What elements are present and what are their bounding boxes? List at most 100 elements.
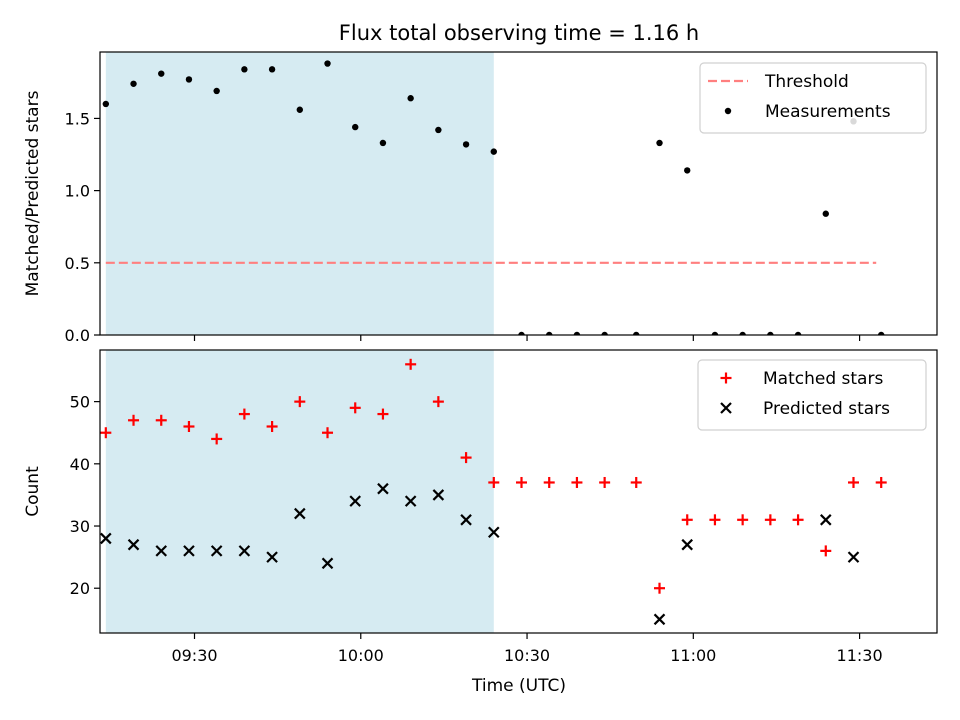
matched-star-point — [294, 396, 306, 408]
predicted-star-point — [847, 551, 860, 563]
measurement-point — [633, 331, 640, 335]
measurement-point — [296, 106, 304, 113]
measurement-point — [352, 123, 359, 131]
matched-star-point — [599, 476, 611, 488]
measurement-point — [130, 80, 137, 87]
y-tick-label: 20 — [70, 579, 90, 598]
matched-star-point — [183, 421, 195, 433]
measurement-point — [546, 331, 553, 335]
measurement-point — [462, 141, 470, 148]
matched-star-point — [737, 514, 749, 526]
measurement-point — [822, 210, 829, 217]
legend-label: Predicted stars — [763, 399, 890, 419]
matched-star-point — [681, 514, 693, 526]
predicted-star-point — [155, 545, 168, 557]
matched-star-point — [847, 476, 859, 488]
predicted-star-point — [321, 557, 334, 570]
measurement-point — [435, 126, 442, 134]
matched-star-point — [654, 582, 666, 594]
predicted-star-point — [349, 495, 362, 507]
matched-star-point — [155, 414, 167, 426]
legend-label: Measurements — [765, 102, 891, 122]
matched-star-point — [630, 476, 642, 488]
measurement-point — [767, 331, 774, 335]
predicted-star-point — [404, 495, 417, 507]
axes-frame — [99, 349, 938, 634]
predicted-star-point — [820, 514, 832, 526]
matched-star-point — [543, 476, 555, 488]
y-tick-label: 30 — [70, 517, 90, 536]
measurement-point — [241, 66, 248, 73]
plot-area — [100, 358, 887, 626]
matched-star-point — [100, 427, 112, 439]
predicted-star-point — [681, 538, 693, 551]
predicted-star-point — [460, 514, 472, 526]
predicted-star-point — [377, 482, 389, 495]
measurement-point — [490, 148, 497, 155]
matched-star-point — [764, 514, 776, 526]
matched-star-point — [571, 476, 583, 488]
legend-measurement-swatch — [724, 107, 732, 115]
measurement-point — [518, 331, 525, 335]
predicted-star-point — [488, 526, 500, 539]
measurement-point — [102, 100, 110, 108]
matched-star-point — [128, 414, 140, 426]
chart-title: Flux total observing time = 1.16 h — [339, 21, 699, 45]
matched-star-point — [709, 514, 721, 526]
measurement-point — [878, 331, 885, 335]
legend: Threshold Measurements — [699, 62, 927, 134]
legend-matched-swatch — [720, 372, 732, 384]
measurement-point — [324, 60, 331, 67]
axes-frame — [99, 51, 938, 336]
x-tick-label: 10:00 — [338, 646, 384, 665]
measurement-point — [573, 331, 581, 335]
x-tick-label: 11:30 — [837, 646, 883, 665]
y-tick-label: 1.5 — [65, 109, 90, 128]
measurement-point — [407, 95, 414, 102]
predicted-star-point — [432, 489, 445, 501]
matched-star-point — [322, 427, 334, 439]
measurement-point — [268, 66, 276, 73]
matched-star-point — [460, 452, 472, 464]
measurement-point — [739, 331, 746, 335]
matched-star-point — [211, 433, 223, 445]
x-tick-label: 10:30 — [504, 646, 550, 665]
measurement-point — [185, 76, 193, 83]
matched-star-point — [488, 476, 500, 488]
matched-star-point — [349, 402, 361, 414]
measurement-point — [794, 331, 802, 335]
legend-box — [699, 62, 927, 134]
matched-star-point — [516, 476, 528, 488]
measurement-point — [656, 139, 663, 147]
y-tick-label: 0.0 — [65, 326, 90, 345]
predicted-star-point — [238, 545, 251, 557]
matched-star-point — [820, 545, 832, 557]
observing-window-span — [105, 52, 494, 335]
y-tick-label: 50 — [70, 393, 90, 412]
y-axis-label: Count — [23, 466, 43, 517]
y-tick-label: 40 — [70, 455, 90, 474]
legend-predicted-swatch — [720, 402, 732, 414]
predicted-star-point — [127, 538, 140, 551]
measurement-point — [711, 331, 719, 335]
matched-star-point — [238, 408, 250, 420]
measurement-point — [684, 167, 691, 174]
measurement-point — [379, 139, 387, 147]
matched-star-point — [432, 396, 444, 408]
predicted-star-point — [294, 507, 306, 520]
x-tick-label: 11:00 — [670, 646, 716, 665]
predicted-star-point — [266, 551, 278, 563]
x-axis-label: Time (UTC) — [471, 676, 566, 696]
matched-star-point — [875, 476, 887, 488]
legend-box — [697, 359, 927, 431]
y-axis-label: Matched/Predicted stars — [23, 90, 43, 296]
legend-label: Matched stars — [763, 369, 883, 389]
predicted-star-point — [183, 545, 195, 557]
legend-label: Threshold — [764, 72, 849, 92]
y-tick-label: 1.0 — [65, 182, 90, 201]
predicted-star-point — [210, 545, 223, 557]
measurement-point — [601, 331, 608, 335]
predicted-star-point — [653, 613, 666, 626]
predicted-star-point — [100, 532, 112, 545]
